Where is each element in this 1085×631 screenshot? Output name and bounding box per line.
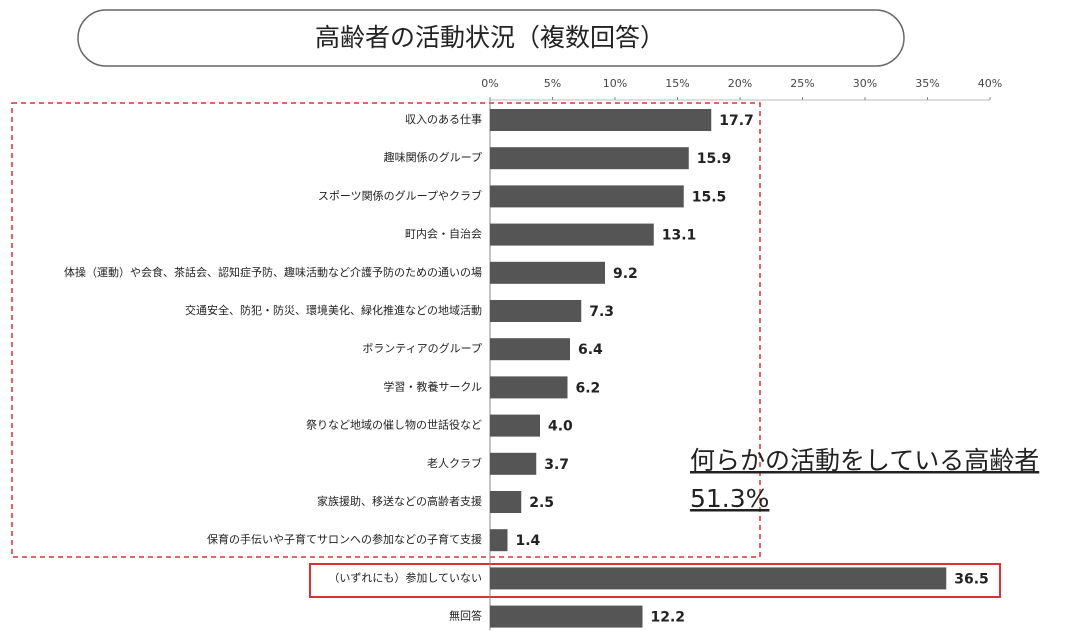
category-label: 家族援助、移送などの高齢者支援 (317, 494, 482, 508)
value-label: 7.3 (589, 304, 614, 320)
x-tick-label: 0% (481, 77, 498, 90)
bar (490, 147, 689, 170)
category-label: 収入のある仕事 (405, 113, 482, 126)
value-label: 2.5 (529, 495, 554, 511)
value-label: 9.2 (613, 266, 638, 282)
category-label: 体操（運動）や会食、茶話会、認知症予防、趣味活動など介護予防のための通いの場 (64, 265, 482, 279)
bar (490, 605, 643, 628)
x-tick-label: 5% (544, 77, 561, 90)
annotation: 何らかの活動をしている高齢者 (690, 446, 1039, 475)
x-tick-label: 10% (603, 77, 627, 90)
category-label: 無回答 (449, 609, 482, 623)
bar (490, 376, 568, 399)
category-label: 老人クラブ (427, 456, 482, 470)
x-tick-label: 30% (853, 77, 877, 90)
bar (490, 491, 522, 513)
value-label: 17.7 (719, 113, 754, 129)
bar (490, 223, 654, 246)
bar (490, 529, 508, 552)
value-label: 15.9 (697, 151, 732, 167)
category-label: （いずれにも）参加していない (328, 570, 482, 584)
value-label: 12.2 (651, 610, 686, 626)
category-label: 趣味関係のグループ (384, 150, 482, 164)
value-label: 6.2 (576, 380, 601, 396)
chart-title: 高齢者の活動状況（複数回答） (315, 23, 665, 52)
value-label: 4.0 (548, 419, 573, 435)
bar (490, 185, 684, 208)
bar (490, 338, 570, 361)
bar (490, 452, 537, 475)
title-box (77, 9, 905, 67)
bar (490, 261, 605, 284)
x-tick-label: 40% (978, 77, 1002, 90)
value-label: 15.5 (692, 189, 727, 205)
value-label: 6.4 (578, 342, 603, 358)
bar (490, 414, 540, 437)
x-tick-label: 35% (915, 77, 939, 90)
bar (490, 300, 582, 322)
category-label: 祭りなど地域の催し物の世話役など (306, 418, 482, 432)
x-tick-label: 15% (665, 77, 689, 90)
highlight-box (309, 563, 1001, 598)
annotation: 51.3% (690, 484, 769, 513)
bar (490, 109, 712, 131)
bar (490, 567, 947, 590)
x-tick-label: 25% (790, 77, 814, 90)
category-label: 保育の手伝いや子育てサロンへの参加などの子育て支援 (207, 532, 482, 546)
category-label: スポーツ関係のグループやクラブ (318, 188, 482, 202)
category-label: 交通安全、防犯・防災、環境美化、緑化推進などの地域活動 (185, 303, 482, 317)
value-label: 36.5 (954, 571, 989, 587)
group-box (11, 102, 761, 558)
category-label: 町内会・自治会 (405, 227, 482, 241)
value-label: 13.1 (662, 228, 697, 244)
category-label: 学習・教養サークル (383, 379, 482, 393)
x-tick-label: 20% (728, 77, 752, 90)
value-label: 1.4 (516, 533, 541, 549)
value-label: 3.7 (544, 457, 569, 473)
category-label: ボランティアのグループ (362, 341, 482, 355)
